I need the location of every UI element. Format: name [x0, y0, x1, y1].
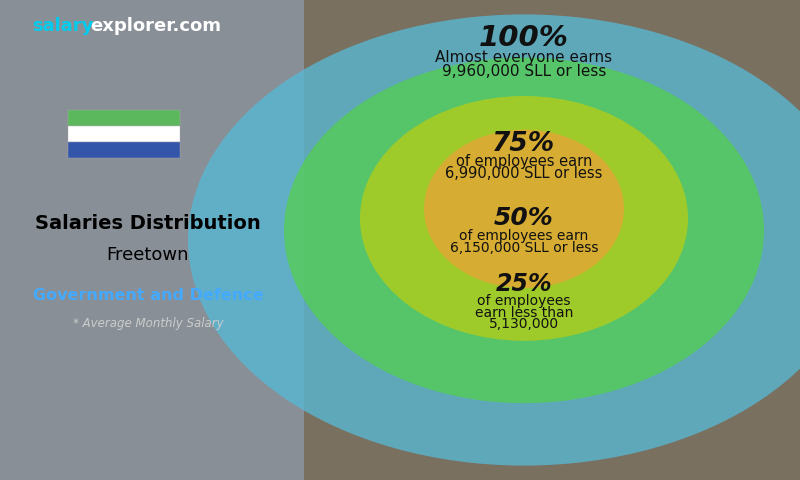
- Bar: [0, 0, 304, 480]
- Ellipse shape: [424, 130, 624, 288]
- Text: salary: salary: [32, 17, 94, 36]
- Bar: [68, 143, 180, 158]
- Text: of employees earn: of employees earn: [459, 229, 589, 243]
- Text: * Average Monthly Salary: * Average Monthly Salary: [73, 317, 223, 331]
- Text: 100%: 100%: [479, 24, 569, 52]
- Ellipse shape: [284, 58, 764, 403]
- Text: explorer.com: explorer.com: [90, 17, 222, 36]
- Text: 50%: 50%: [494, 206, 554, 230]
- Text: 9,960,000 SLL or less: 9,960,000 SLL or less: [442, 63, 606, 79]
- Text: 6,150,000 SLL or less: 6,150,000 SLL or less: [450, 241, 598, 255]
- Text: of employees: of employees: [478, 294, 570, 309]
- Text: Almost everyone earns: Almost everyone earns: [435, 50, 613, 65]
- Text: 5,130,000: 5,130,000: [489, 317, 559, 332]
- Text: earn less than: earn less than: [475, 306, 573, 320]
- Text: of employees earn: of employees earn: [456, 154, 592, 169]
- Text: 75%: 75%: [493, 131, 555, 157]
- Text: Government and Defence: Government and Defence: [33, 288, 263, 303]
- Ellipse shape: [188, 14, 800, 466]
- Text: Freetown: Freetown: [106, 246, 190, 264]
- Bar: [68, 110, 180, 126]
- Ellipse shape: [360, 96, 688, 341]
- Text: Salaries Distribution: Salaries Distribution: [35, 214, 261, 233]
- Bar: [304, 0, 800, 480]
- Text: 6,990,000 SLL or less: 6,990,000 SLL or less: [446, 166, 602, 181]
- Bar: [68, 126, 180, 143]
- Text: 25%: 25%: [496, 272, 552, 296]
